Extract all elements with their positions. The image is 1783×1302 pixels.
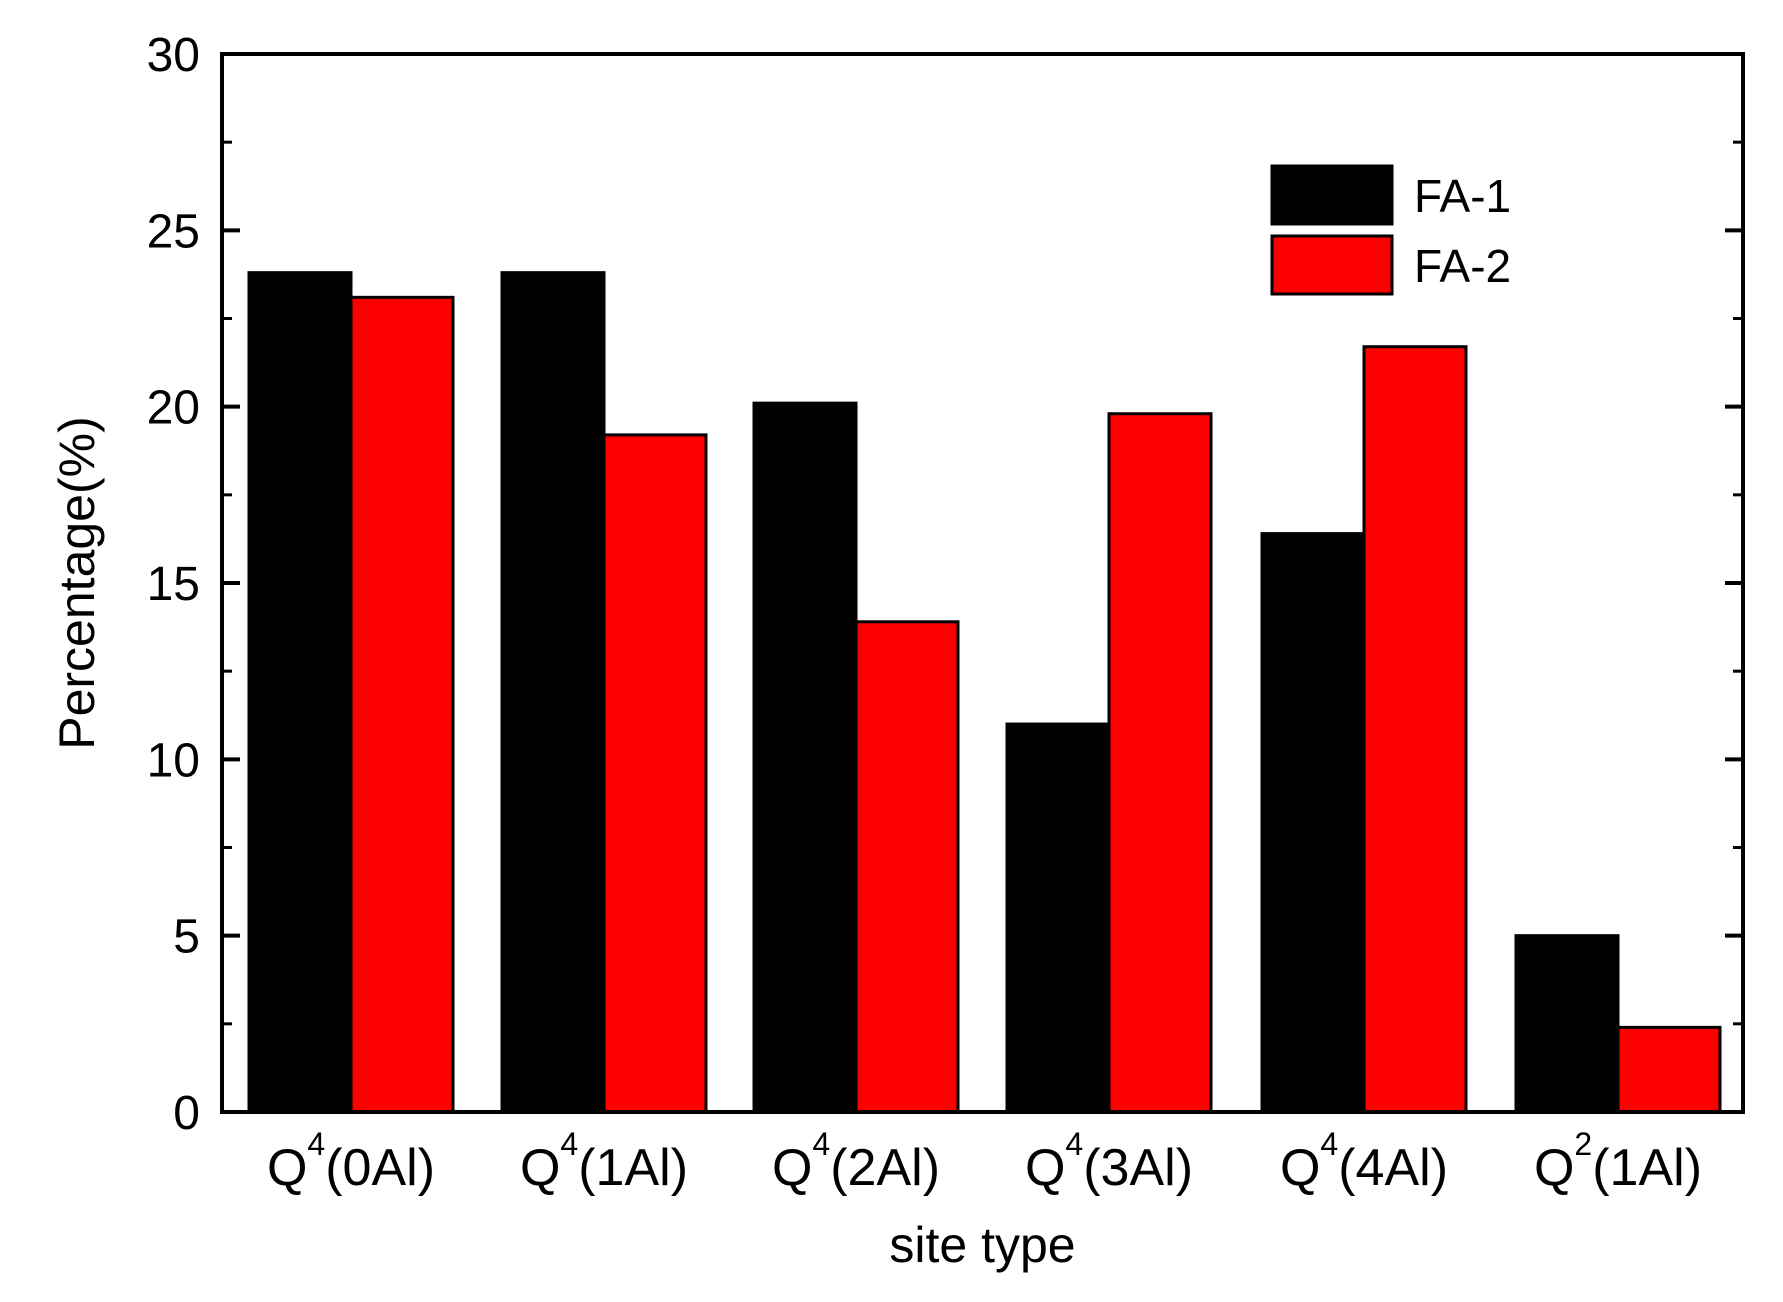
legend-swatch-fa-1 bbox=[1270, 164, 1394, 226]
x-tick-label: Q4(1Al) bbox=[520, 1126, 688, 1197]
y-tick-label: 20 bbox=[147, 382, 200, 435]
x-tick-label: Q4(0Al) bbox=[267, 1126, 435, 1197]
bar-fa-1-2 bbox=[752, 401, 858, 1114]
x-tick-label: Q4(4Al) bbox=[1280, 1126, 1448, 1197]
tick-labels-layer: 0 5 10 15 20 25 30 Q4(0Al) Q4(1Al) Q4(2Al) Q4(3Al)… bbox=[147, 29, 1702, 1197]
bar-fa-2-2 bbox=[854, 620, 960, 1114]
bar-fa-1-3 bbox=[1005, 722, 1111, 1114]
y-tick-label: 15 bbox=[147, 558, 200, 611]
bar-fa-2-4 bbox=[1362, 345, 1468, 1114]
bar-fa-2-5 bbox=[1616, 1025, 1722, 1114]
x-tick-label: Q2(1Al) bbox=[1534, 1126, 1702, 1197]
y-tick-label: 25 bbox=[147, 205, 200, 258]
legend-label-fa-1: FA-1 bbox=[1414, 170, 1511, 222]
legend: FA-1 FA-2 bbox=[1270, 164, 1511, 296]
legend-swatch-fa-2 bbox=[1270, 234, 1394, 296]
legend-label-fa-2: FA-2 bbox=[1414, 240, 1511, 292]
y-tick-label: 30 bbox=[147, 29, 200, 82]
y-tick-label: 10 bbox=[147, 734, 200, 787]
y-tick-label: 5 bbox=[173, 911, 200, 964]
ticks-layer bbox=[222, 52, 1743, 1114]
bar-fa-2-0 bbox=[349, 295, 455, 1114]
y-axis-label: Percentage(%) bbox=[49, 416, 105, 750]
bar-fa-2-3 bbox=[1107, 412, 1213, 1114]
bar-fa-1-5 bbox=[1514, 934, 1620, 1114]
x-tick-label: Q4(3Al) bbox=[1025, 1126, 1193, 1197]
x-tick-label: Q4(2Al) bbox=[772, 1126, 940, 1197]
bars-layer bbox=[247, 271, 1722, 1114]
x-axis-label: site type bbox=[889, 1217, 1075, 1273]
bar-fa-1-1 bbox=[500, 271, 606, 1114]
y-tick-label: 0 bbox=[173, 1087, 200, 1140]
bar-fa-1-0 bbox=[247, 271, 353, 1114]
bar-fa-2-1 bbox=[602, 433, 708, 1114]
bar-fa-1-4 bbox=[1260, 532, 1366, 1114]
